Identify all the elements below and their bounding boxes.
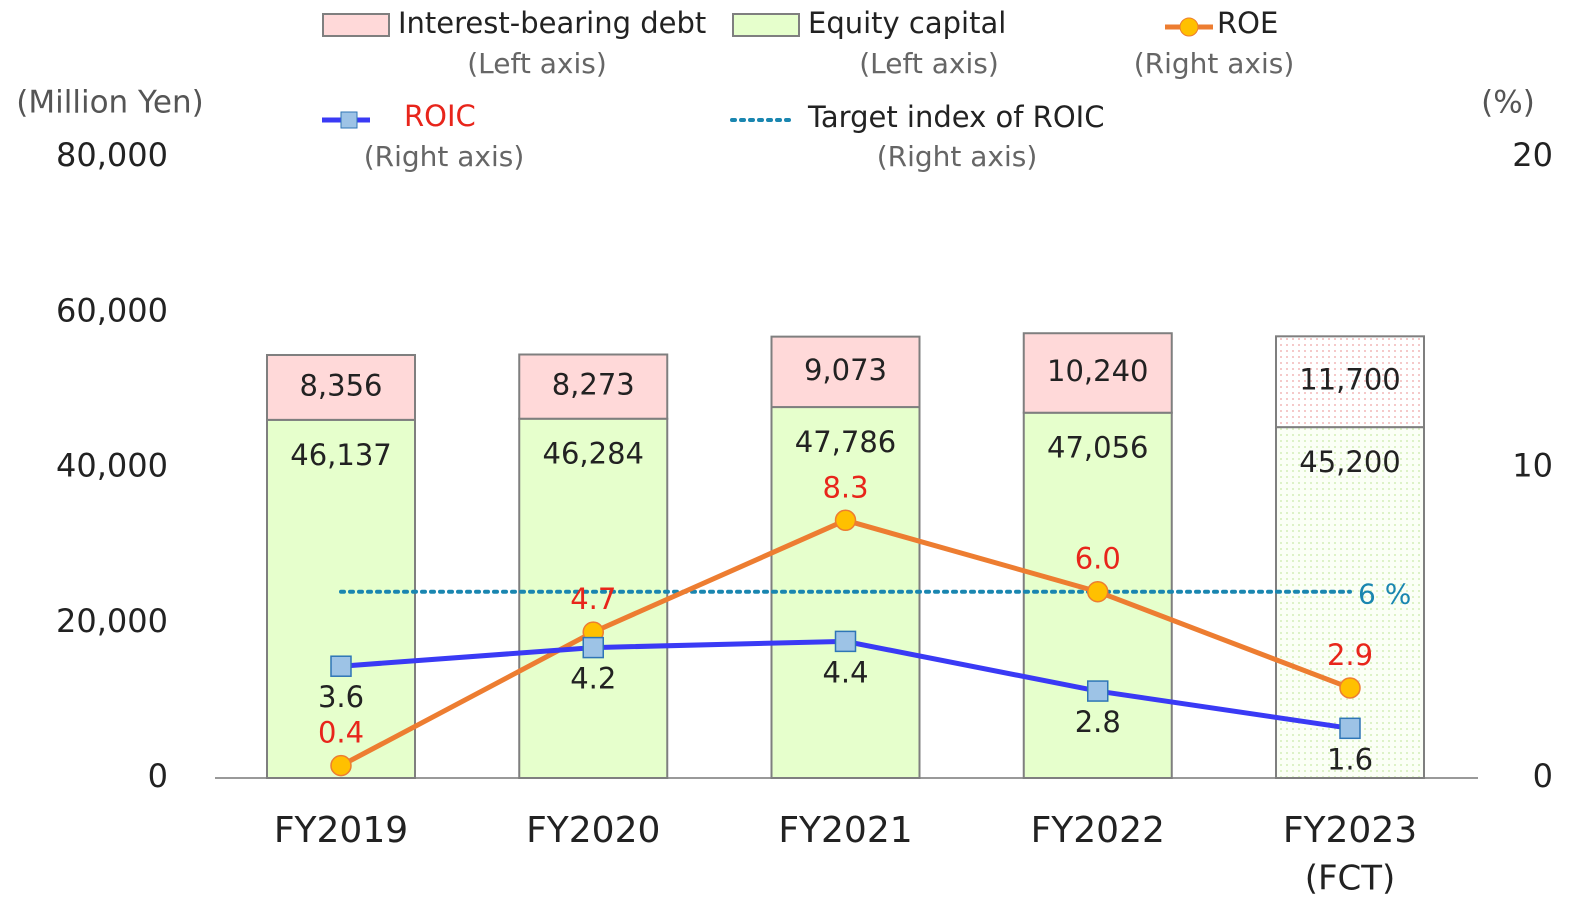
marker <box>834 630 857 653</box>
bar-value-label: 8,273 <box>552 368 635 402</box>
legend-swatch <box>322 13 390 37</box>
y-tick-label: 0 <box>148 757 168 795</box>
line-value-label: 4.4 <box>822 655 868 689</box>
legend-label: Target index of ROIC <box>807 100 1104 134</box>
bar-value-label: 47,056 <box>1047 431 1148 465</box>
x-tick-label: FY2019 <box>274 810 408 851</box>
legend-label: Interest-bearing debt <box>398 6 706 40</box>
bar-value-label: 46,284 <box>543 437 644 471</box>
x-tick-label: FY2023 <box>1283 810 1417 851</box>
bar-segment <box>266 418 416 779</box>
marker <box>330 655 352 677</box>
bar-segment <box>518 353 669 420</box>
y-tick-label: 20,000 <box>56 602 168 640</box>
y-axis-label: (Million Yen) <box>16 85 203 121</box>
bar-value-label: 11,700 <box>1299 363 1400 397</box>
legend-marker <box>1179 17 1199 37</box>
legend-note: (Right axis) <box>364 140 525 173</box>
legend-swatch <box>732 13 800 37</box>
bar-segment <box>770 335 921 409</box>
bar-segment <box>1275 335 1425 429</box>
line-value-label: 8.3 <box>822 470 868 504</box>
y2-tick-label: 10 <box>1512 447 1553 485</box>
marker <box>1339 677 1361 699</box>
marker <box>582 636 604 659</box>
legend-note: (Right axis) <box>877 140 1038 173</box>
marker <box>1339 717 1361 740</box>
line-value-label: 4.7 <box>570 582 616 616</box>
bar-segment <box>266 353 416 421</box>
line-value-label: 4.2 <box>570 662 616 696</box>
line-value-label: 2.8 <box>1075 705 1121 739</box>
legend-note: (Left axis) <box>859 47 999 80</box>
bar-value-label: 46,137 <box>290 438 391 472</box>
line-value-label: 0.4 <box>318 716 364 750</box>
target-label: 6 % <box>1358 578 1411 611</box>
y2-tick-label: 20 <box>1512 136 1553 174</box>
bar-value-label: 9,073 <box>804 353 887 387</box>
legend-note: (Left axis) <box>467 47 607 80</box>
y-tick-label: 40,000 <box>56 447 168 485</box>
legend-label: ROIC <box>404 99 476 133</box>
legend-marker <box>340 111 358 129</box>
line-value-label: 6.0 <box>1075 542 1121 576</box>
bar-value-label: 8,356 <box>299 368 382 402</box>
x-tick-label: FY2021 <box>778 810 912 851</box>
line-value-label: 2.9 <box>1327 638 1373 672</box>
y2-tick-label: 0 <box>1533 757 1553 795</box>
bar-segment <box>1022 332 1173 414</box>
legend-label: ROE <box>1217 6 1278 40</box>
y2-axis-label: (%) <box>1481 85 1535 121</box>
y-tick-label: 60,000 <box>56 291 168 329</box>
bar-value-label: 10,240 <box>1047 354 1148 388</box>
marker <box>1087 680 1109 702</box>
y-tick-label: 80,000 <box>56 136 168 174</box>
line-value-label: 1.6 <box>1327 742 1373 776</box>
legend-note: (Right axis) <box>1134 47 1295 80</box>
x-tick-label: FY2022 <box>1031 810 1165 851</box>
bar-value-label: 45,200 <box>1299 445 1400 479</box>
marker <box>330 754 352 777</box>
bar-value-label: 47,786 <box>795 425 896 459</box>
marker <box>834 509 857 532</box>
marker <box>1087 580 1109 603</box>
line-value-label: 3.6 <box>318 680 364 714</box>
x-tick-sublabel: (FCT) <box>1305 859 1396 899</box>
legend-label: Equity capital <box>808 6 1006 40</box>
x-tick-label: FY2020 <box>526 810 660 851</box>
